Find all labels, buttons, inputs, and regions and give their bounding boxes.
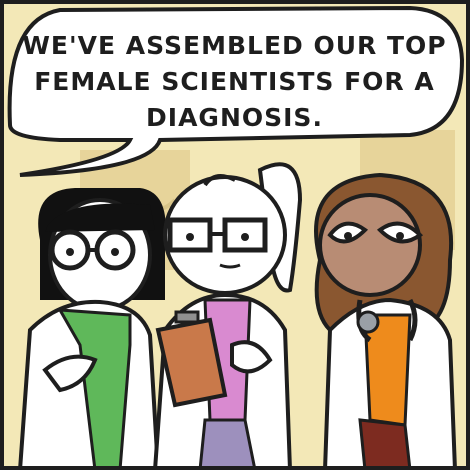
speech-bubble-text: WE'VE ASSEMBLED OUR TOP FEMALE SCIENTIST… [22, 28, 447, 136]
scientist-right [316, 175, 455, 470]
scientist-left [20, 188, 166, 470]
scientist-center [155, 164, 300, 470]
